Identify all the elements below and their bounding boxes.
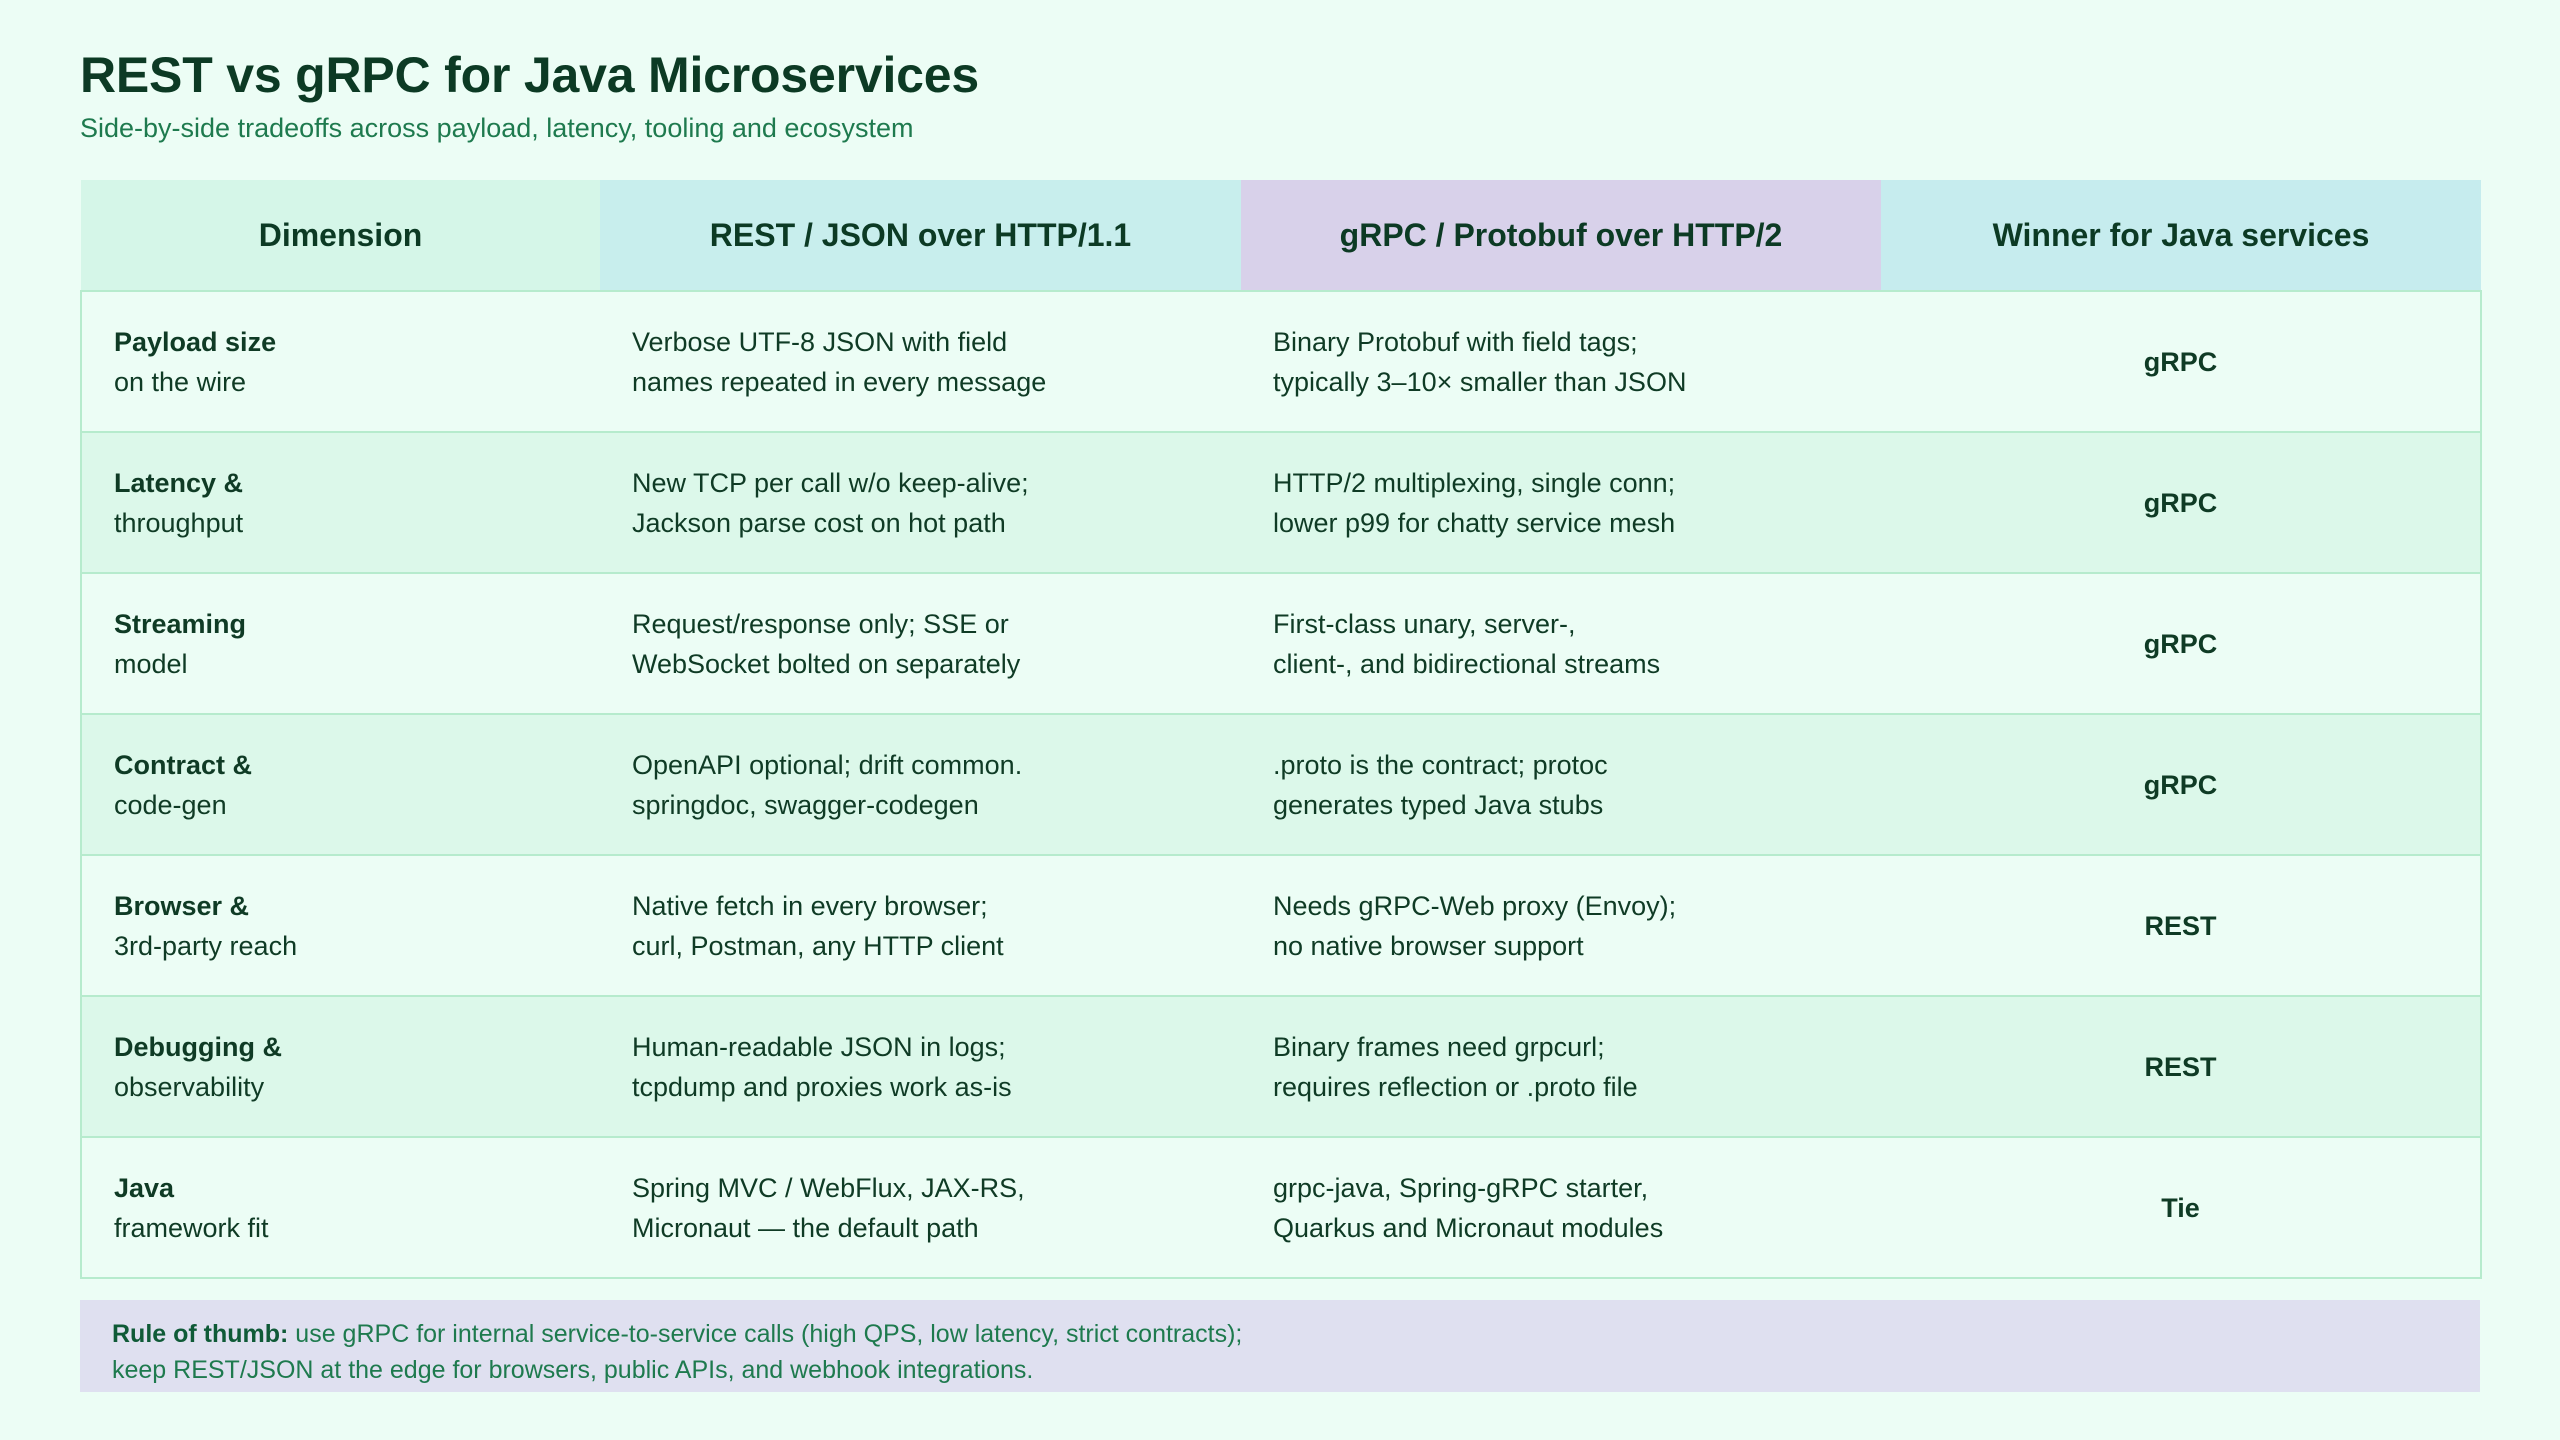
winner-cell: REST	[1881, 995, 2482, 1137]
grpc-text-line: requires reflection or .proto file	[1273, 1071, 1638, 1102]
grpc-cell: Binary frames need grpcurl; requires ref…	[1241, 995, 1881, 1137]
grpc-text-line: Binary Protobuf with field tags;	[1273, 326, 1638, 357]
note-line: Rule of thumb: use gRPC for internal ser…	[112, 1316, 2448, 1352]
grpc-text-line: .proto is the contract; protoc	[1273, 749, 1608, 780]
rest-text-line: Micronaut — the default path	[632, 1212, 979, 1243]
grpc-text-line: Binary frames need grpcurl;	[1273, 1031, 1605, 1062]
dimension-cell: Contract & code-gen	[80, 713, 600, 855]
grpc-text-line: typically 3–10× smaller than JSON	[1273, 366, 1687, 397]
dimension-cell: Browser & 3rd-party reach	[80, 854, 600, 996]
grpc-text-line: First-class unary, server-,	[1273, 608, 1576, 639]
rest-text-line: tcpdump and proxies work as-is	[632, 1071, 1012, 1102]
rest-cell: New TCP per call w/o keep-alive; Jackson…	[600, 431, 1241, 573]
grpc-text-line: HTTP/2 multiplexing, single conn;	[1273, 467, 1676, 498]
table-header-row: Dimension REST / JSON over HTTP/1.1 gRPC…	[81, 180, 2481, 291]
dimension-name: Browser &	[114, 890, 250, 921]
rest-cell: OpenAPI optional; drift common. springdo…	[600, 713, 1241, 855]
grpc-text-line: grpc-java, Spring-gRPC starter,	[1273, 1172, 1649, 1203]
rest-text-line: springdoc, swagger-codegen	[632, 789, 979, 820]
column-header-rest: REST / JSON over HTTP/1.1	[600, 180, 1241, 291]
dimension-detail: throughput	[114, 507, 244, 538]
note-text: use gRPC for internal service-to-service…	[288, 1320, 1243, 1348]
grpc-cell: Needs gRPC-Web proxy (Envoy); no native …	[1241, 854, 1881, 996]
rest-cell: Human-readable JSON in logs; tcpdump and…	[600, 995, 1241, 1137]
page-subtitle: Side-by-side tradeoffs across payload, l…	[80, 113, 914, 143]
dimension-name: Java	[114, 1172, 175, 1203]
comparison-table: Dimension REST / JSON over HTTP/1.1 gRPC…	[80, 180, 2482, 1279]
grpc-text-line: generates typed Java stubs	[1273, 789, 1604, 820]
dimension-detail: model	[114, 648, 188, 679]
dimension-detail: code-gen	[114, 789, 227, 820]
dimension-name: Latency &	[114, 467, 244, 498]
rest-cell: Native fetch in every browser; curl, Pos…	[600, 854, 1241, 996]
rest-text-line: WebSocket bolted on separately	[632, 648, 1021, 679]
grpc-text-line: lower p99 for chatty service mesh	[1273, 507, 1676, 538]
column-header-grpc: gRPC / Protobuf over HTTP/2	[1241, 180, 1881, 291]
table-row: Debugging & observability Human-readable…	[80, 995, 2482, 1137]
dimension-cell: Streaming model	[80, 572, 600, 714]
rest-text-line: Verbose UTF-8 JSON with field	[632, 326, 1008, 357]
grpc-cell: First-class unary, server-, client-, and…	[1241, 572, 1881, 714]
rule-of-thumb-note: Rule of thumb: use gRPC for internal ser…	[80, 1300, 2480, 1392]
table-row: Java framework fit Spring MVC / WebFlux,…	[80, 1136, 2482, 1279]
dimension-name: Payload size	[114, 326, 277, 357]
rest-text-line: Jackson parse cost on hot path	[632, 507, 1006, 538]
dimension-cell: Debugging & observability	[80, 995, 600, 1137]
grpc-text-line: Needs gRPC-Web proxy (Envoy);	[1273, 890, 1677, 921]
grpc-cell: Binary Protobuf with field tags; typical…	[1241, 290, 1881, 432]
winner-cell: gRPC	[1881, 572, 2482, 714]
dimension-name: Contract &	[114, 749, 253, 780]
rest-text-line: New TCP per call w/o keep-alive;	[632, 467, 1029, 498]
grpc-text-line: no native browser support	[1273, 930, 1584, 961]
grpc-text-line: Quarkus and Micronaut modules	[1273, 1212, 1664, 1243]
winner-cell: Tie	[1881, 1136, 2482, 1279]
rest-cell: Verbose UTF-8 JSON with field names repe…	[600, 290, 1241, 432]
rest-text-line: names repeated in every message	[632, 366, 1047, 397]
dimension-detail: framework fit	[114, 1212, 269, 1243]
page-title: REST vs gRPC for Java Microservices	[80, 47, 979, 103]
table-row: Latency & throughput New TCP per call w/…	[80, 431, 2482, 573]
table-row: Payload size on the wire Verbose UTF-8 J…	[80, 290, 2482, 432]
dimension-name: Debugging &	[114, 1031, 282, 1062]
rest-text-line: Request/response only; SSE or	[632, 608, 1009, 639]
dimension-detail: on the wire	[114, 366, 247, 397]
dimension-detail: 3rd-party reach	[114, 930, 298, 961]
column-header-winner: Winner for Java services	[1881, 180, 2481, 291]
rest-text-line: Human-readable JSON in logs;	[632, 1031, 1006, 1062]
grpc-cell: grpc-java, Spring-gRPC starter, Quarkus …	[1241, 1136, 1881, 1279]
rest-text-line: curl, Postman, any HTTP client	[632, 930, 1004, 961]
dimension-cell: Java framework fit	[80, 1136, 600, 1279]
rest-cell: Spring MVC / WebFlux, JAX-RS, Micronaut …	[600, 1136, 1241, 1279]
rest-text-line: OpenAPI optional; drift common.	[632, 749, 1023, 780]
rest-text-line: Native fetch in every browser;	[632, 890, 988, 921]
winner-cell: gRPC	[1881, 290, 2482, 432]
table-row: Browser & 3rd-party reach Native fetch i…	[80, 854, 2482, 996]
column-header-dimension: Dimension	[81, 180, 600, 291]
dimension-detail: observability	[114, 1071, 265, 1102]
dimension-cell: Payload size on the wire	[80, 290, 600, 432]
winner-cell: REST	[1881, 854, 2482, 996]
winner-cell: gRPC	[1881, 431, 2482, 573]
winner-cell: gRPC	[1881, 713, 2482, 855]
page: REST vs gRPC for Java Microservices Side…	[80, 44, 2482, 1392]
rest-cell: Request/response only; SSE or WebSocket …	[600, 572, 1241, 714]
note-line: keep REST/JSON at the edge for browsers,…	[112, 1356, 1034, 1384]
rest-text-line: Spring MVC / WebFlux, JAX-RS,	[632, 1172, 1025, 1203]
dimension-cell: Latency & throughput	[80, 431, 600, 573]
table-row: Contract & code-gen OpenAPI optional; dr…	[80, 713, 2482, 855]
note-label: Rule of thumb:	[112, 1320, 289, 1348]
table-row: Streaming model Request/response only; S…	[80, 572, 2482, 714]
dimension-name: Streaming	[114, 608, 247, 639]
grpc-text-line: client-, and bidirectional streams	[1273, 648, 1661, 679]
grpc-cell: HTTP/2 multiplexing, single conn; lower …	[1241, 431, 1881, 573]
grpc-cell: .proto is the contract; protoc generates…	[1241, 713, 1881, 855]
